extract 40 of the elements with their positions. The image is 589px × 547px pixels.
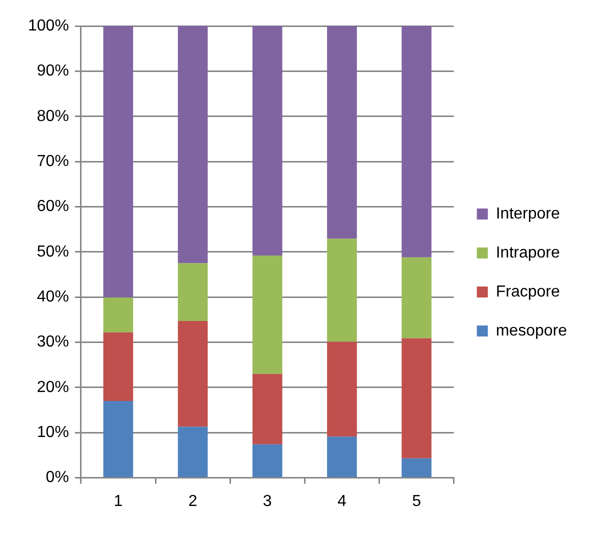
bar <box>178 26 208 264</box>
bar <box>252 256 282 374</box>
legend-label: Fracpore <box>496 283 560 300</box>
bar <box>327 436 357 478</box>
bar <box>327 26 357 239</box>
bar <box>103 26 134 298</box>
y-tick-label: 0% <box>46 469 69 486</box>
x-tick-label: 3 <box>262 492 272 510</box>
y-tick-label: 100% <box>28 17 69 34</box>
legend-label: Interpore <box>496 205 560 222</box>
x-tick-label: 1 <box>114 492 123 510</box>
legend-label: Intrapore <box>496 244 560 262</box>
bar <box>103 332 134 401</box>
y-tick-label: 80% <box>36 108 69 125</box>
bar <box>402 257 432 338</box>
legend-label: mesopore <box>496 322 568 340</box>
y-tick-label: 50% <box>36 243 69 260</box>
y-tick-label: 30% <box>36 334 69 351</box>
x-tick-label: 2 <box>188 492 198 510</box>
bar <box>103 298 134 332</box>
bar <box>178 426 208 478</box>
bar <box>103 400 134 478</box>
y-tick-label: 70% <box>36 152 69 170</box>
bar <box>327 342 357 437</box>
bar <box>327 238 357 342</box>
y-tick-label: 40% <box>36 288 69 306</box>
bar <box>178 321 208 427</box>
y-tick-label: 90% <box>36 62 69 80</box>
bar <box>402 338 432 458</box>
bar <box>178 263 208 322</box>
y-tick-label: 10% <box>36 424 69 442</box>
y-tick-label: 20% <box>36 378 69 396</box>
x-tick-label: 4 <box>338 492 347 510</box>
bar <box>252 374 282 444</box>
bar <box>402 458 432 478</box>
y-tick-label: 60% <box>36 198 69 216</box>
bar <box>252 444 282 478</box>
bar <box>252 26 282 256</box>
x-tick-label: 5 <box>412 492 422 510</box>
bar <box>402 26 432 258</box>
